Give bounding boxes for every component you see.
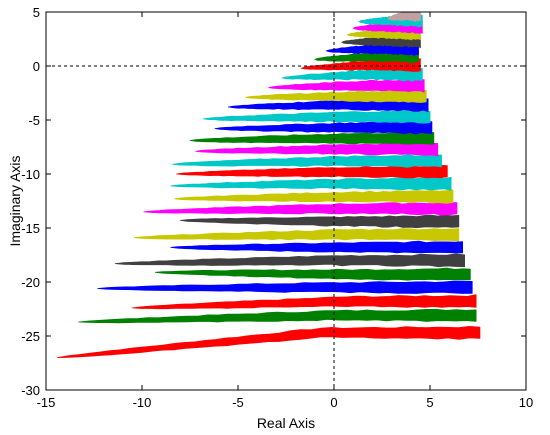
x-axis-ticks: -15 -10 -5 0 5 10: [37, 12, 533, 410]
plot-frame: [45, 11, 527, 391]
pole-band: [245, 89, 427, 103]
x-tick-label: 10: [519, 395, 533, 410]
x-tick-label: -10: [133, 395, 152, 410]
y-tick-label: -20: [21, 275, 40, 290]
pole-band: [214, 120, 433, 135]
pole-band: [281, 67, 423, 82]
y-tick-label: 0: [33, 59, 40, 74]
pole-band: [189, 131, 435, 145]
pole-band: [170, 176, 452, 191]
pole-band: [195, 142, 439, 157]
y-tick-label: -30: [21, 383, 40, 398]
y-tick-label: 5: [33, 5, 40, 20]
pole-band: [170, 240, 464, 254]
pole-band: [174, 189, 454, 204]
pole-band: [143, 201, 458, 216]
x-tick-label: 0: [330, 395, 337, 410]
y-tick-label: -5: [28, 113, 40, 128]
x-tick-label: -15: [37, 395, 56, 410]
x-tick-label: 5: [426, 395, 433, 410]
y-tick-label: -15: [21, 221, 40, 236]
y-axis-label: Imaginary Axis: [7, 155, 23, 246]
pole-band: [268, 79, 425, 93]
pole-band: [154, 267, 471, 281]
pole-band: [202, 110, 431, 124]
pole-band: [131, 294, 477, 310]
reference-lines: [46, 12, 526, 390]
pole-band: [176, 164, 448, 179]
x-tick-label: -5: [232, 395, 244, 410]
pole-band: [172, 154, 442, 168]
pole-band: [387, 12, 421, 22]
pole-band: [114, 253, 466, 268]
pole-band: [133, 228, 460, 242]
y-axis-ticks: -30 -25 -20 -15 -10 -5 0 5: [21, 5, 526, 398]
data-bands: [57, 12, 481, 359]
y-tick-label: -25: [21, 329, 40, 344]
pole-band: [57, 325, 481, 359]
pole-band: [97, 280, 473, 294]
x-axis-label: Real Axis: [257, 415, 315, 431]
y-tick-label: -10: [21, 167, 40, 182]
pole-band: [179, 214, 460, 229]
pole-band: [78, 308, 477, 324]
pole-band: [300, 58, 421, 72]
